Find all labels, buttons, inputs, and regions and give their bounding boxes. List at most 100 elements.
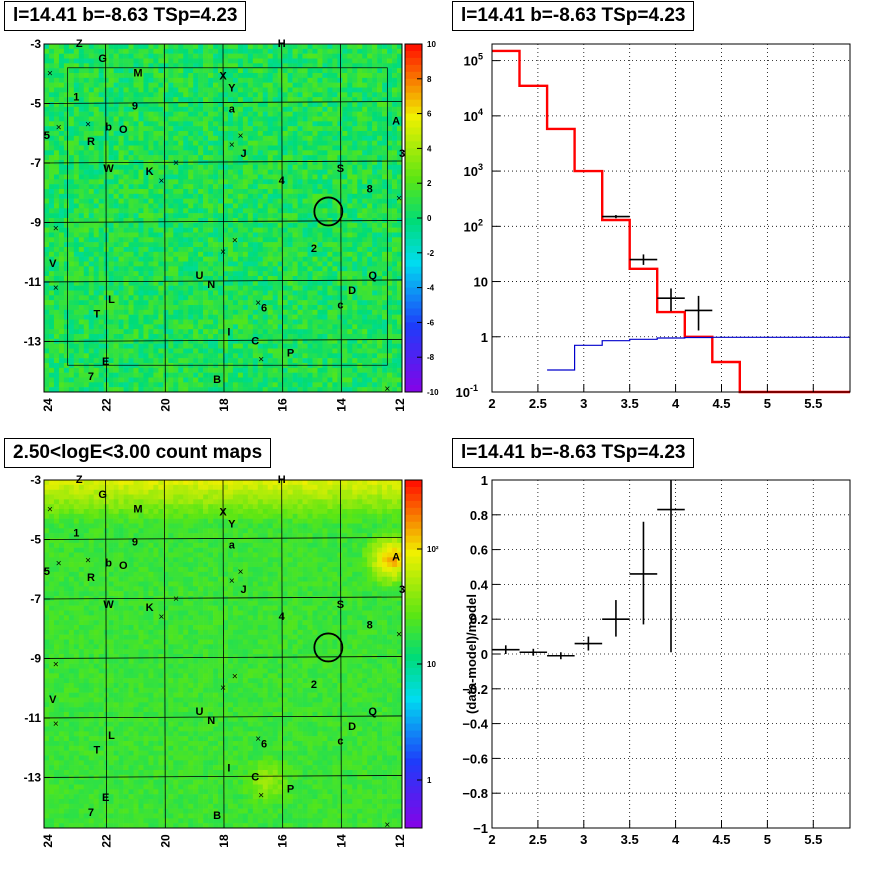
map-pixel	[213, 319, 219, 325]
map-pixel	[203, 140, 209, 146]
map-pixel	[123, 97, 129, 103]
map-pixel	[292, 63, 298, 69]
map-pixel	[113, 372, 119, 378]
map-pixel	[247, 377, 254, 383]
map-pixel	[143, 295, 149, 301]
map-pixel	[58, 280, 65, 286]
map-pixel	[257, 276, 264, 282]
map-pixel	[213, 280, 219, 286]
map-pixel	[108, 343, 114, 349]
map-pixel	[133, 280, 139, 286]
map-pixel	[367, 324, 373, 330]
map-pixel	[297, 227, 303, 233]
map-pixel	[128, 266, 134, 272]
map-pixel	[262, 213, 269, 219]
map-pixel	[367, 300, 373, 306]
map-pixel	[98, 87, 104, 93]
map-pixel	[327, 242, 333, 248]
map-pixel	[133, 309, 139, 315]
map-pixel	[372, 237, 378, 243]
map-pixel	[312, 227, 318, 233]
map-pixel	[302, 73, 308, 79]
map-pixel	[317, 106, 323, 112]
map-pixel	[218, 92, 224, 98]
map-pixel	[262, 343, 269, 349]
map-pixel	[312, 314, 318, 320]
map-pixel	[163, 169, 169, 175]
map-pixel	[307, 44, 313, 50]
map-pixel	[158, 68, 164, 74]
map-pixel	[93, 97, 99, 103]
map-pixel	[183, 131, 189, 137]
map-pixel	[332, 242, 338, 248]
map-pixel	[247, 280, 254, 286]
map-pixel	[143, 48, 149, 54]
map-pixel	[198, 256, 204, 262]
map-pixel	[327, 169, 333, 175]
map-pixel	[123, 184, 129, 190]
map-pixel	[232, 367, 239, 373]
map-pixel	[307, 73, 313, 79]
map-pixel	[173, 309, 179, 315]
map-pixel	[193, 135, 199, 141]
map-pixel	[218, 358, 224, 364]
map-pixel	[357, 58, 363, 64]
map-pixel	[237, 222, 244, 228]
map-pixel	[133, 126, 139, 132]
map-pixel	[188, 319, 194, 325]
map-pixel	[118, 111, 124, 117]
map-pixel	[188, 261, 194, 267]
map-pixel	[262, 218, 269, 224]
map-pixel	[307, 334, 313, 340]
map-pixel	[372, 324, 378, 330]
map-pixel	[332, 290, 338, 296]
map-pixel	[68, 285, 75, 291]
map-pixel	[272, 111, 278, 117]
map-pixel	[93, 387, 99, 393]
map-pixel	[267, 334, 274, 340]
map-pixel	[218, 140, 224, 146]
map-pixel	[282, 68, 288, 74]
map-pixel	[377, 111, 383, 117]
map-pixel	[262, 305, 269, 311]
map-pixel	[208, 63, 214, 69]
map-pixel	[168, 92, 174, 98]
map-pixel	[362, 184, 368, 190]
map-pixel	[203, 242, 209, 248]
map-pixel	[123, 353, 129, 359]
map-pixel	[267, 305, 274, 311]
map-pixel	[93, 372, 99, 378]
map-pixel	[208, 285, 214, 291]
map-pixel	[53, 334, 60, 340]
map-pixel	[118, 242, 124, 248]
map-pixel	[158, 242, 164, 248]
map-pixel	[277, 271, 283, 277]
map-pixel	[357, 184, 363, 190]
map-pixel	[307, 77, 313, 83]
map-pixel	[262, 295, 269, 301]
map-pixel	[223, 305, 229, 311]
map-pixel	[78, 63, 85, 69]
map-pixel	[252, 92, 259, 98]
map-pixel	[327, 324, 333, 330]
map-pixel	[237, 213, 244, 219]
map-pixel	[63, 111, 70, 117]
map-pixel	[352, 184, 358, 190]
map-pixel	[78, 92, 85, 98]
map-pixel	[44, 150, 50, 156]
map-pixel	[317, 213, 323, 219]
map-pixel	[282, 227, 288, 233]
map-pixel	[203, 179, 209, 185]
map-pixel	[272, 343, 278, 349]
map-pixel	[267, 372, 274, 378]
map-pixel	[218, 266, 224, 272]
map-pixel	[178, 324, 184, 330]
map-pixel	[237, 305, 244, 311]
map-pixel	[312, 232, 318, 238]
map-pixel	[168, 174, 174, 180]
map-pixel	[297, 295, 303, 301]
map-pixel	[292, 305, 298, 311]
map-pixel	[352, 58, 358, 64]
map-pixel	[53, 48, 60, 54]
map-pixel	[198, 232, 204, 238]
